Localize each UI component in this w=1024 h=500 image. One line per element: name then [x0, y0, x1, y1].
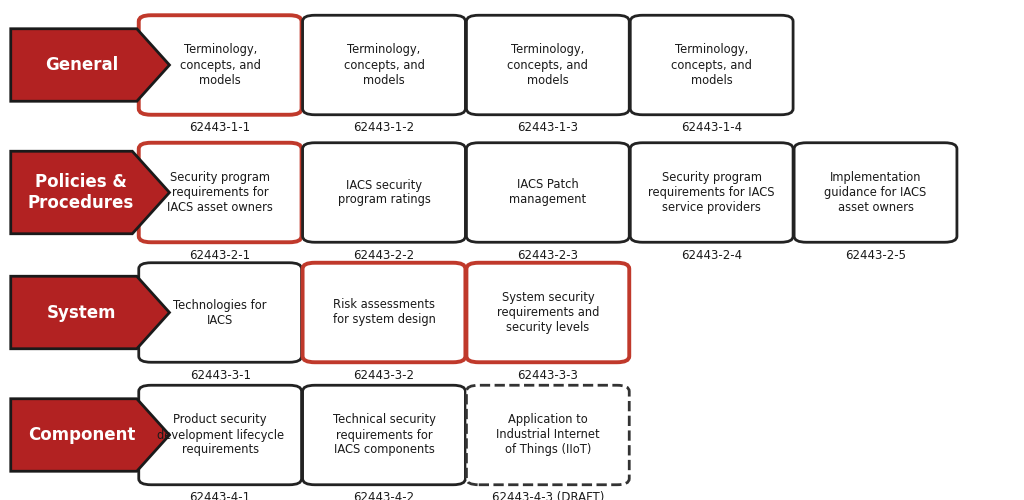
Text: 62443-1-3: 62443-1-3 [517, 121, 579, 134]
Text: IACS security
program ratings: IACS security program ratings [338, 178, 430, 206]
FancyBboxPatch shape [303, 385, 465, 485]
Text: Terminology,
concepts, and
models: Terminology, concepts, and models [672, 44, 752, 86]
FancyBboxPatch shape [138, 385, 301, 485]
FancyBboxPatch shape [303, 143, 465, 242]
FancyBboxPatch shape [630, 16, 793, 115]
FancyBboxPatch shape [467, 385, 629, 485]
Text: 62443-1-1: 62443-1-1 [189, 121, 251, 134]
Text: 62443-4-1: 62443-4-1 [189, 491, 251, 500]
FancyBboxPatch shape [138, 143, 301, 242]
FancyBboxPatch shape [467, 143, 629, 242]
Text: Component: Component [29, 426, 135, 444]
Text: Security program
requirements for
IACS asset owners: Security program requirements for IACS a… [167, 171, 273, 214]
Text: Terminology,
concepts, and
models: Terminology, concepts, and models [508, 44, 588, 86]
Text: 62443-1-4: 62443-1-4 [681, 121, 742, 134]
FancyBboxPatch shape [467, 263, 629, 362]
Text: IACS Patch
management: IACS Patch management [509, 178, 587, 206]
Text: 62443-3-1: 62443-3-1 [189, 369, 251, 382]
Text: Risk assessments
for system design: Risk assessments for system design [333, 298, 435, 326]
Text: 62443-2-5: 62443-2-5 [845, 249, 906, 262]
Text: 62443-4-2: 62443-4-2 [353, 491, 415, 500]
FancyBboxPatch shape [303, 263, 465, 362]
Text: Implementation
guidance for IACS
asset owners: Implementation guidance for IACS asset o… [824, 171, 927, 214]
FancyBboxPatch shape [138, 16, 301, 115]
Polygon shape [10, 28, 169, 101]
FancyBboxPatch shape [630, 143, 793, 242]
Polygon shape [10, 399, 169, 471]
Text: Policies &
Procedures: Policies & Procedures [28, 173, 134, 212]
Text: Terminology,
concepts, and
models: Terminology, concepts, and models [180, 44, 260, 86]
Text: 62443-3-2: 62443-3-2 [353, 369, 415, 382]
Text: Terminology,
concepts, and
models: Terminology, concepts, and models [344, 44, 424, 86]
Text: 62443-4-3 (DRAFT): 62443-4-3 (DRAFT) [492, 491, 604, 500]
Text: Product security
development lifecycle
requirements: Product security development lifecycle r… [157, 414, 284, 457]
Text: 62443-2-1: 62443-2-1 [189, 249, 251, 262]
Polygon shape [10, 276, 169, 349]
Text: 62443-1-2: 62443-1-2 [353, 121, 415, 134]
Text: Technologies for
IACS: Technologies for IACS [173, 298, 267, 326]
FancyBboxPatch shape [467, 16, 629, 115]
Text: 62443-3-3: 62443-3-3 [517, 369, 579, 382]
Text: System security
requirements and
security levels: System security requirements and securit… [497, 291, 599, 334]
Text: 62443-2-3: 62443-2-3 [517, 249, 579, 262]
Text: Security program
requirements for IACS
service providers: Security program requirements for IACS s… [648, 171, 775, 214]
Polygon shape [10, 151, 169, 234]
FancyBboxPatch shape [138, 263, 301, 362]
Text: Application to
Industrial Internet
of Things (IIoT): Application to Industrial Internet of Th… [496, 414, 600, 457]
Text: General: General [45, 56, 119, 74]
Text: System: System [47, 304, 117, 322]
Text: Technical security
requirements for
IACS components: Technical security requirements for IACS… [333, 414, 435, 457]
FancyBboxPatch shape [795, 143, 956, 242]
Text: 62443-2-2: 62443-2-2 [353, 249, 415, 262]
Text: 62443-2-4: 62443-2-4 [681, 249, 742, 262]
FancyBboxPatch shape [303, 16, 465, 115]
